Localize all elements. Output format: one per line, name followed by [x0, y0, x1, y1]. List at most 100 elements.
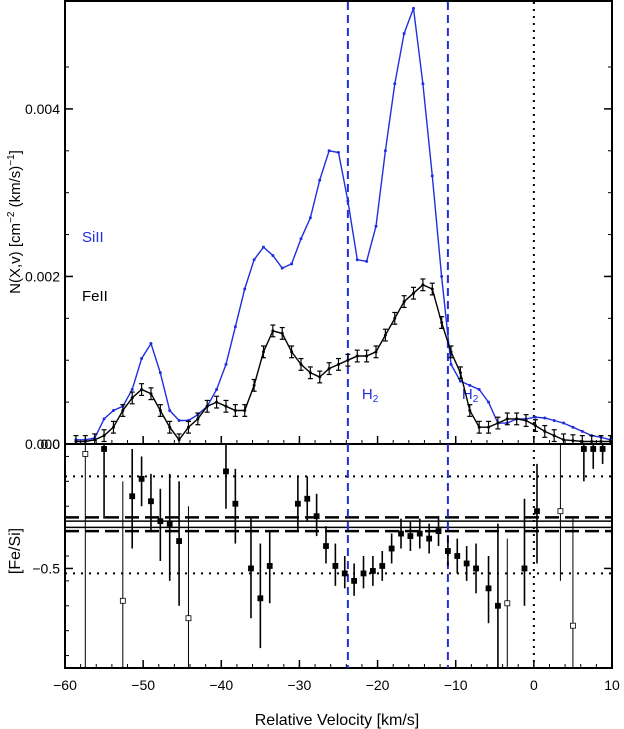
data-point-feii	[130, 396, 134, 400]
top-plot-frame	[64, 0, 613, 445]
data-point-feii	[233, 408, 237, 412]
ratio-point-filled	[599, 446, 606, 452]
data-point-feii	[468, 408, 472, 412]
data-point-feii	[496, 421, 500, 425]
x-tick-label: −40	[209, 677, 233, 693]
data-point-siii	[440, 274, 444, 278]
data-point-siii	[533, 415, 537, 419]
ratio-point-filled	[521, 565, 528, 572]
x-tick-label: −10	[444, 677, 468, 693]
data-point-feii	[562, 438, 566, 442]
data-point-feii	[515, 417, 519, 421]
data-point-siii	[449, 362, 453, 366]
data-point-feii	[552, 434, 556, 438]
ratio-point-filled	[360, 570, 367, 577]
data-point-siii	[421, 82, 425, 86]
ratio-point-filled	[416, 530, 423, 537]
ratio-point-filled	[294, 500, 301, 507]
data-point-siii	[580, 429, 584, 433]
data-point-siii	[430, 174, 434, 178]
x-tick-label: −30	[288, 677, 312, 693]
ratio-point-filled	[323, 543, 329, 549]
ratio-point-filled	[351, 577, 358, 584]
ratio-point-filled	[129, 493, 136, 500]
data-point-siii	[355, 258, 359, 262]
ratio-point-filled	[341, 570, 348, 577]
data-point-siii	[168, 408, 172, 412]
ratio-point-filled	[176, 538, 182, 544]
data-point-feii	[580, 439, 584, 443]
ratio-point-open	[570, 622, 576, 629]
data-point-feii	[280, 331, 284, 335]
data-point-feii	[458, 371, 462, 375]
data-point-siii	[261, 245, 265, 249]
ratio-point-filled	[148, 498, 154, 505]
data-point-siii	[383, 149, 387, 153]
series-line-siii	[75, 8, 611, 441]
ratio-point-filled	[534, 508, 540, 515]
data-point-feii	[402, 300, 406, 304]
top-panel-series: H2 H2	[73, 6, 613, 445]
data-point-siii	[111, 408, 115, 412]
data-point-feii	[83, 439, 87, 443]
data-point-feii	[140, 388, 144, 392]
top-panel: 0.000 0.002 0.004	[25, 0, 613, 452]
data-point-siii	[412, 6, 416, 10]
data-point-feii	[177, 438, 181, 442]
x-tick-label: −20	[366, 677, 390, 693]
ratio-point-filled	[332, 563, 339, 569]
data-point-feii	[243, 408, 247, 412]
data-point-feii	[449, 350, 453, 354]
data-point-feii	[224, 404, 228, 408]
data-point-feii	[337, 362, 340, 366]
data-point-feii	[355, 354, 359, 358]
y-axis-label-top: N(X,v) [cm−2 (km/s)−1]	[6, 150, 24, 294]
ratio-point-filled	[388, 545, 395, 552]
ratio-point-filled	[435, 528, 442, 535]
ratio-point-filled	[590, 446, 597, 452]
ratio-point-filled	[454, 553, 461, 559]
ratio-point-filled	[473, 565, 479, 572]
data-point-siii	[552, 419, 556, 423]
data-point-siii	[393, 82, 397, 86]
data-point-siii	[130, 388, 134, 392]
ratio-point-open	[82, 451, 89, 457]
data-point-feii	[383, 333, 387, 337]
ratio-point-filled	[495, 602, 501, 609]
data-point-feii	[346, 358, 350, 362]
data-point-feii	[186, 425, 190, 429]
data-point-feii	[412, 291, 416, 295]
data-point-feii	[590, 439, 594, 443]
x-tick-label: −50	[131, 677, 155, 693]
ratio-point-filled	[379, 563, 386, 569]
data-point-siii	[158, 371, 162, 375]
ratio-point-filled	[248, 565, 254, 572]
y-tick-label-bottom: 0.0	[41, 436, 61, 452]
data-point-siii	[271, 254, 275, 258]
data-point-siii	[252, 258, 256, 262]
ratio-point-filled	[304, 495, 311, 502]
data-point-feii	[93, 438, 97, 442]
data-point-siii	[374, 224, 378, 228]
data-point-siii	[327, 149, 331, 153]
data-point-siii	[233, 325, 237, 329]
data-point-siii	[318, 178, 322, 182]
x-axis-label: Relative Velocity [km/s]	[255, 712, 420, 729]
data-point-siii	[290, 262, 294, 266]
data-point-feii	[196, 417, 200, 421]
data-point-siii	[402, 32, 406, 36]
data-point-feii	[608, 439, 612, 443]
data-point-feii	[74, 439, 78, 443]
data-point-feii	[158, 408, 162, 412]
data-point-siii	[308, 216, 312, 220]
x-tick-label: −60	[53, 677, 77, 693]
data-point-feii	[261, 350, 265, 354]
ratio-point-filled	[232, 500, 239, 507]
data-point-siii	[299, 237, 303, 241]
data-point-siii	[543, 416, 547, 420]
data-point-feii	[599, 439, 603, 443]
data-point-siii	[571, 425, 575, 429]
x-tick-label: 10	[604, 677, 620, 693]
data-point-feii	[365, 354, 369, 358]
